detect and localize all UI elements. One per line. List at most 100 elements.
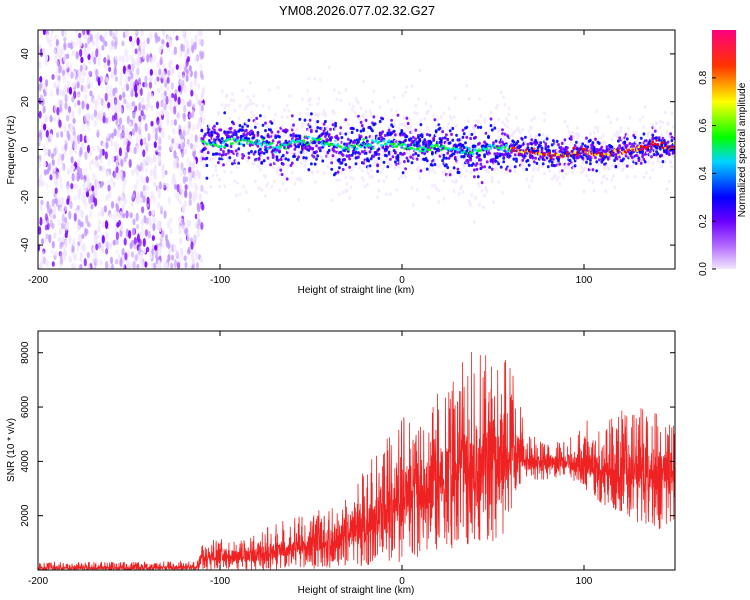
spectrogram-cell <box>210 133 214 137</box>
spectrogram-cell <box>141 97 145 104</box>
spectrogram-cell <box>128 229 132 239</box>
spectrogram-cell <box>661 160 665 164</box>
spectrogram-cell <box>403 115 406 120</box>
spectrogram-cell <box>109 256 114 265</box>
spectrogram-cell <box>225 155 229 160</box>
spectrogram-cell <box>544 144 548 148</box>
spectrogram-cell <box>228 156 232 160</box>
spectrogram-cell <box>431 143 434 147</box>
spectrogram-cell <box>415 111 419 116</box>
spectrogram-cell <box>572 166 576 171</box>
spectrogram-cell <box>331 123 335 127</box>
spectrogram-cell <box>527 129 531 133</box>
spectrogram-cell <box>197 117 201 127</box>
spectrogram-cell <box>40 199 44 206</box>
spectrogram-cell <box>441 170 444 174</box>
spectrogram-cell <box>225 93 229 97</box>
spectrogram-cell <box>316 120 320 124</box>
spectrogram-cell <box>253 123 257 127</box>
spectrogram-cell <box>165 95 169 105</box>
spectrogram-cell <box>146 37 150 45</box>
spectrogram-cell <box>391 155 395 159</box>
spectrogram-cell <box>619 126 623 130</box>
spectrogram-cell <box>317 96 321 101</box>
spectrogram-cell <box>227 158 231 162</box>
spectrogram-cell <box>322 109 326 114</box>
spectrogram-cell <box>478 202 481 207</box>
spectrogram-cell <box>417 166 420 170</box>
spectrogram-cell <box>228 153 232 157</box>
spectrogram-cell <box>61 196 65 206</box>
spectrogram-cell <box>150 92 154 99</box>
spectrogram-cell <box>108 241 113 249</box>
spectrogram-cell <box>471 152 475 155</box>
spectrogram-cell <box>306 89 309 93</box>
spectrogram-cell <box>442 197 446 201</box>
spectrogram-cell <box>59 257 64 265</box>
spectrogram-cell <box>461 143 465 147</box>
spectrogram-cell <box>489 124 493 128</box>
spectrogram-cell <box>582 147 586 151</box>
spectrogram-cell <box>647 130 651 135</box>
spectrogram-cell <box>184 189 188 199</box>
snr-frame <box>37 330 676 571</box>
spectrogram-cell <box>632 144 636 148</box>
spectrogram-cell <box>643 160 647 164</box>
spectrogram-cell <box>279 145 283 148</box>
spectrogram-cell <box>378 119 382 124</box>
spectrogram-cell <box>236 181 239 185</box>
spectrogram-cell <box>97 94 101 101</box>
spectrogram-cell <box>659 125 662 129</box>
spectrogram-cell <box>327 133 331 137</box>
spectrogram-cell <box>186 232 190 238</box>
spectrogram-cell <box>79 256 83 263</box>
spectrogram-cell <box>107 264 111 269</box>
spectrogram-cell <box>641 155 644 159</box>
spectrogram-cell <box>606 153 610 157</box>
spectrogram-cell <box>252 133 256 137</box>
spectrogram-cell <box>371 140 374 144</box>
spectrogram-cell <box>217 110 220 115</box>
spectrogram-cell <box>501 191 504 195</box>
spectrogram-cell <box>121 55 125 63</box>
spectrogram-cell <box>308 97 312 101</box>
spectrogram-cell <box>45 79 49 87</box>
spectrogram-cell <box>410 186 414 190</box>
spectrogram-cell <box>419 118 423 123</box>
spectrogram-cell <box>330 119 334 124</box>
spectrogram-cell <box>125 105 130 112</box>
spectrogram-cell <box>84 51 88 60</box>
spectrogram-cell <box>52 213 57 220</box>
spectrogram-cell <box>336 170 340 174</box>
spectrogram-cell <box>427 128 430 133</box>
spectrogram-cell <box>101 44 105 51</box>
spectrogram-cell <box>527 163 531 167</box>
spectrogram-cell <box>515 115 518 120</box>
spectrogram-cell <box>178 199 182 205</box>
spectrogram-cell <box>156 76 160 82</box>
spectrogram-cell <box>53 177 57 185</box>
spectrogram-cell <box>455 145 458 149</box>
spectrogram-cell <box>617 165 620 170</box>
spectrogram-cell <box>419 169 423 173</box>
spectrogram-cell <box>54 187 58 194</box>
spectrogram-cell <box>524 135 527 139</box>
spectrogram-cell <box>374 131 378 136</box>
spectrogram-cell <box>287 108 290 113</box>
spectrogram-cell <box>81 100 85 110</box>
spectrogram-cell <box>594 156 597 160</box>
spectrogram-cell <box>428 148 432 152</box>
spectrogram-cell <box>611 152 615 156</box>
spectrogram-cell <box>620 136 624 141</box>
spectrogram-cell <box>138 101 142 109</box>
spectrogram-cell <box>661 146 665 149</box>
spectrogram-cell <box>131 194 135 202</box>
spectrogram-cell <box>93 173 97 180</box>
spectrogram-cell <box>157 201 161 209</box>
spectrogram-cell <box>114 104 118 114</box>
spectrogram-cell <box>148 88 152 95</box>
spectrogram-cell <box>437 188 441 193</box>
spectrogram-cell <box>359 129 363 133</box>
spectrogram-cell <box>448 129 452 133</box>
